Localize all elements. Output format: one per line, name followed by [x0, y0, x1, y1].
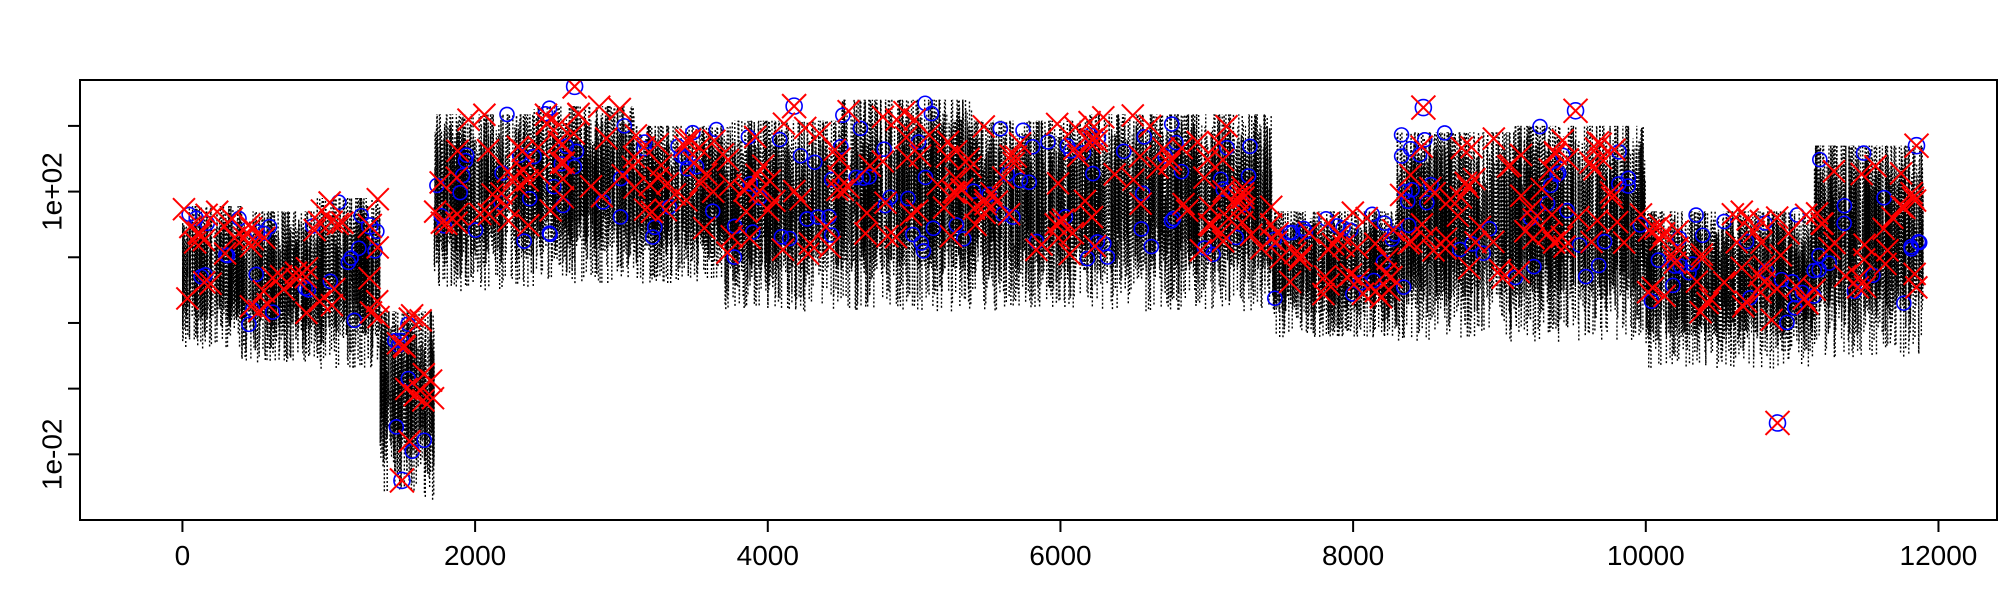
chart: 0 2000 4000 6000 8000 10000 12000 1e-02 1e+02	[0, 0, 2000, 600]
chart-svg: 0 2000 4000 6000 8000 10000 120001e-021e+02	[0, 0, 2000, 600]
